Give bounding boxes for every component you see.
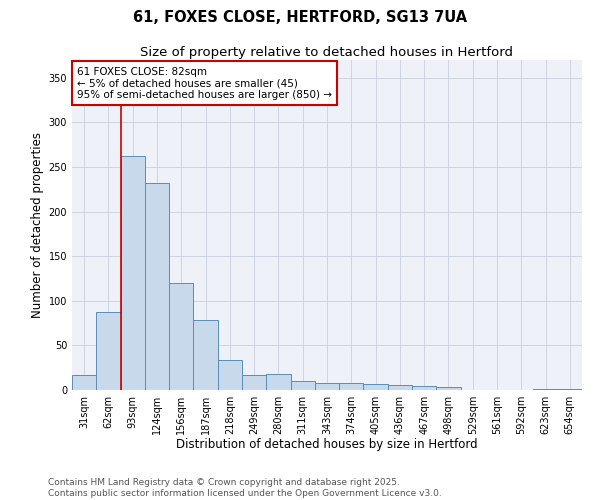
Bar: [193, 320, 218, 390]
Bar: [242, 375, 266, 390]
Bar: [266, 374, 290, 390]
Text: 61, FOXES CLOSE, HERTFORD, SG13 7UA: 61, FOXES CLOSE, HERTFORD, SG13 7UA: [133, 10, 467, 25]
Text: Contains HM Land Registry data © Crown copyright and database right 2025.
Contai: Contains HM Land Registry data © Crown c…: [48, 478, 442, 498]
Bar: [145, 183, 169, 390]
Bar: [121, 156, 145, 390]
Title: Size of property relative to detached houses in Hertford: Size of property relative to detached ho…: [140, 46, 514, 59]
Bar: [72, 375, 96, 390]
Bar: [169, 283, 193, 390]
Bar: [388, 384, 412, 390]
Bar: [412, 386, 436, 390]
Bar: [339, 383, 364, 390]
Bar: [96, 312, 121, 390]
Bar: [218, 360, 242, 390]
Bar: [533, 389, 558, 390]
Bar: [315, 383, 339, 390]
Bar: [436, 388, 461, 390]
Bar: [558, 389, 582, 390]
Y-axis label: Number of detached properties: Number of detached properties: [31, 132, 44, 318]
Bar: [364, 384, 388, 390]
Bar: [290, 381, 315, 390]
Text: 61 FOXES CLOSE: 82sqm
← 5% of detached houses are smaller (45)
95% of semi-detac: 61 FOXES CLOSE: 82sqm ← 5% of detached h…: [77, 66, 332, 100]
X-axis label: Distribution of detached houses by size in Hertford: Distribution of detached houses by size …: [176, 438, 478, 452]
